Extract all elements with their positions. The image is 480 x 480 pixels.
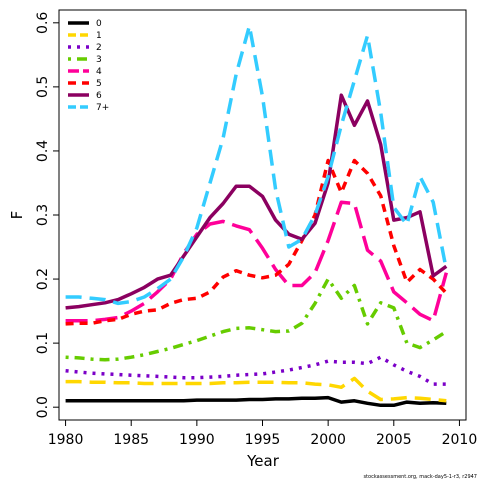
series-line-2 (65, 355, 447, 386)
series-line-5 (65, 158, 448, 326)
series-line-0 (65, 395, 447, 408)
legend-label: 6 (96, 91, 102, 101)
credit-text: stockassessment.org, mack-day5-1-r3, r29… (363, 474, 477, 480)
legend-label: 5 (96, 79, 102, 89)
x-tick-label: 2010 (442, 432, 478, 448)
legend-label: 7+ (96, 103, 109, 113)
legend-label: 2 (96, 43, 102, 53)
series-line-6 (65, 93, 448, 310)
legend-label: 3 (96, 55, 102, 65)
x-tick-label: 1980 (48, 432, 84, 448)
legend-label: 4 (96, 67, 102, 77)
series-line-7plus (65, 24, 449, 306)
y-tick-label: 0.3 (35, 204, 51, 226)
legend-label: 0 (96, 19, 102, 29)
y-tick-label: 0.6 (35, 12, 51, 34)
y-tick-label: 0.4 (35, 140, 51, 162)
series-line-4 (65, 200, 448, 323)
x-tick-label: 1990 (179, 432, 215, 448)
y-tick-label: 0.5 (35, 76, 51, 98)
x-tick-label: 1985 (113, 432, 149, 448)
series-layer (65, 24, 449, 408)
x-axis: 1980 1985 1990 1995 2000 2005 2010 (48, 420, 478, 448)
y-tick-label: 0.0 (35, 396, 51, 418)
y-tick-label: 0.1 (35, 332, 51, 354)
x-tick-label: 2000 (310, 432, 346, 448)
x-tick-label: 1995 (245, 432, 281, 448)
y-tick-label: 0.2 (35, 268, 51, 290)
series-line-1 (65, 376, 447, 403)
series-line-3 (65, 277, 448, 362)
plot-frame (58, 9, 467, 421)
x-axis-title: Year (246, 452, 280, 470)
x-tick-label: 2005 (376, 432, 412, 448)
y-axis: 0.0 0.1 0.2 0.3 0.4 0.5 0.6 (35, 12, 59, 418)
y-axis-title: F (8, 211, 26, 220)
legend: 0 1 2 3 4 5 6 7+ (68, 19, 109, 113)
legend-label: 1 (96, 31, 102, 41)
